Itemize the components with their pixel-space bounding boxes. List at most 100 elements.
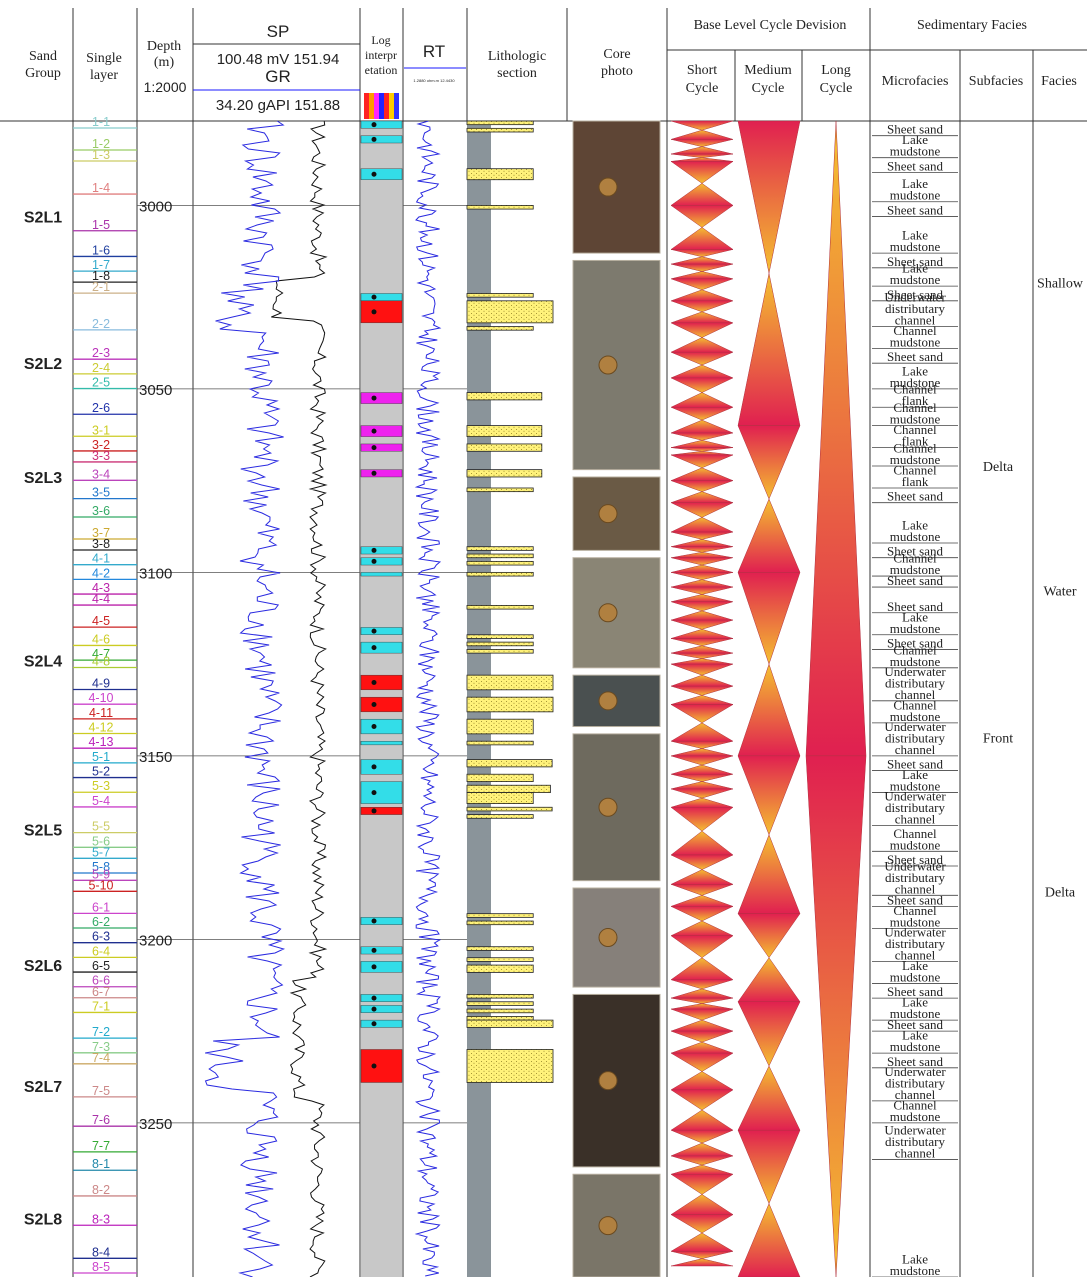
short-cycle-transgression-triangle	[670, 748, 734, 757]
sp-curve	[271, 121, 328, 1277]
interp-marker	[371, 645, 377, 651]
sp-range: 100.48 mV 151.94	[217, 51, 340, 68]
coin-scale-icon	[598, 691, 618, 711]
short-cycle-regression-triangle	[670, 906, 734, 922]
short-cycle-regression-triangle	[670, 663, 734, 676]
short-cycle-transgression-triangle	[670, 695, 734, 705]
sandstone-bed	[466, 560, 534, 566]
layer-label: 1-5	[92, 218, 110, 232]
layer-label: 4-6	[92, 632, 110, 646]
short-cycle-transgression-triangle	[670, 594, 734, 602]
sandstone-bed	[466, 469, 543, 478]
short-cycle-regression-triangle	[670, 1030, 734, 1043]
coin-scale-icon	[598, 1071, 618, 1091]
short-cycle-regression-triangle	[670, 406, 734, 421]
sandstone-bed	[466, 696, 554, 713]
microfacies-label: Sheet sand	[887, 635, 943, 650]
interp-bed	[360, 718, 403, 735]
short-cycle-regression-triangle	[670, 557, 734, 566]
microfacies-label: Sheet sand	[887, 489, 943, 504]
short-cycle-regression-triangle	[670, 704, 734, 724]
layer-label: 2-4	[92, 361, 110, 375]
medium-cycle-transgression-triangle	[737, 957, 801, 1003]
layer-label: 3-8	[92, 537, 110, 551]
layer-label: 3-4	[92, 467, 110, 481]
sandstone-bed	[466, 806, 553, 812]
layer-label: 4-2	[92, 566, 110, 580]
short-cycle-transgression-triangle	[670, 146, 734, 155]
depth-axis: 3000 3050 3100 3150 3200 3250	[137, 198, 467, 1133]
interp-marker	[371, 628, 377, 634]
microfacies-label: Lake mudstone	[890, 995, 941, 1022]
interp-marker	[371, 964, 377, 970]
sandstone-bed	[466, 946, 534, 951]
microfacies-label: Channel mudstone	[890, 903, 941, 930]
layer-label: 5-4	[92, 794, 110, 808]
short-cycle-regression-triangle	[670, 1173, 734, 1195]
sandstone-bed	[466, 994, 534, 999]
microfacies-label: Channel mudstone	[890, 697, 941, 724]
microfacies-label: Sheet sand	[887, 573, 943, 588]
short-cycle-header: Short	[687, 63, 717, 78]
microfacies-label: Underwater distributary channel	[884, 858, 946, 896]
layer-label: 7-3	[92, 1040, 110, 1054]
log-interp-header: Log	[371, 33, 390, 47]
core-photo-header: Core	[603, 47, 630, 62]
interp-bed	[360, 1005, 403, 1013]
interp-legend-swatch	[374, 93, 379, 119]
sand-group-header: Sand	[29, 49, 57, 64]
long-cycle-triangle	[805, 120, 867, 757]
interp-bed	[360, 392, 403, 404]
microfacies-label: Sheet sand	[887, 852, 943, 867]
layer-label: 4-3	[92, 581, 110, 595]
interp-bed	[360, 425, 403, 437]
microfacies-label: Lake mudstone	[890, 228, 941, 255]
interp-marker	[371, 1021, 377, 1027]
short-cycle-regression-triangle	[670, 788, 734, 799]
gr-range: 34.20 gAPI 151.88	[216, 97, 340, 114]
short-cycle-regression-triangle	[670, 153, 734, 158]
short-cycle-transgression-triangle	[670, 419, 734, 434]
sandstone-bed	[466, 718, 534, 735]
facies-column: Shallow Water Delta	[1037, 276, 1084, 900]
sandstone-bed	[466, 392, 543, 401]
short-cycle-regression-triangle	[670, 322, 734, 338]
short-cycle-transgression-triangle	[670, 1258, 734, 1267]
short-cycle-transgression-triangle	[670, 1142, 734, 1157]
sand-group-label: S2L2	[24, 356, 62, 373]
layer-label: 5-9	[92, 867, 110, 881]
medium-cycle-regression-triangle	[737, 1001, 801, 1067]
short-cycle-regression-triangle	[670, 685, 734, 696]
depth-scale: 1:2000	[144, 79, 187, 95]
sandstone-bed	[466, 964, 534, 973]
microfacies-label: Sheet sand	[887, 202, 943, 217]
layer-label: 8-3	[92, 1212, 110, 1226]
sandstone-bed	[466, 634, 534, 639]
microfacies-label: Sheet sand	[887, 1017, 943, 1032]
layer-label: 4-11	[89, 706, 113, 720]
sand-group-label: S2L7	[24, 1079, 62, 1096]
layer-label: 8-1	[92, 1157, 110, 1171]
sand-group-column: S2L1 S2L2 S2L3 S2L4 S2L5 S2L6 S2L7 S2L8	[24, 209, 62, 1228]
layer-label: 1-7	[92, 258, 110, 272]
short-cycle-regression-triangle	[670, 502, 734, 518]
coin-scale-icon	[598, 177, 618, 197]
interp-bed	[360, 443, 403, 452]
microfacies-label: Sheet sand	[887, 349, 943, 364]
short-cycle-regression-triangle	[670, 755, 734, 766]
sandstone-bed	[466, 326, 534, 331]
microfacies-label: Sheet sand	[887, 122, 943, 137]
depth-header: Depth	[147, 39, 181, 54]
rt-curve-track	[414, 121, 442, 1277]
subfacies-label: Front	[983, 732, 1013, 747]
microfacies-label: Channel mudstone	[890, 551, 941, 578]
interp-bed	[360, 994, 403, 1002]
short-cycle-transgression-triangle	[670, 1003, 734, 1010]
interp-bed	[360, 120, 403, 129]
medium-cycle-header-2: Cycle	[752, 81, 785, 96]
depth-tick-label: 3050	[139, 382, 172, 399]
coin-scale-icon	[598, 797, 618, 817]
coin-scale-icon	[598, 355, 618, 375]
sandstone-bed	[466, 740, 534, 746]
